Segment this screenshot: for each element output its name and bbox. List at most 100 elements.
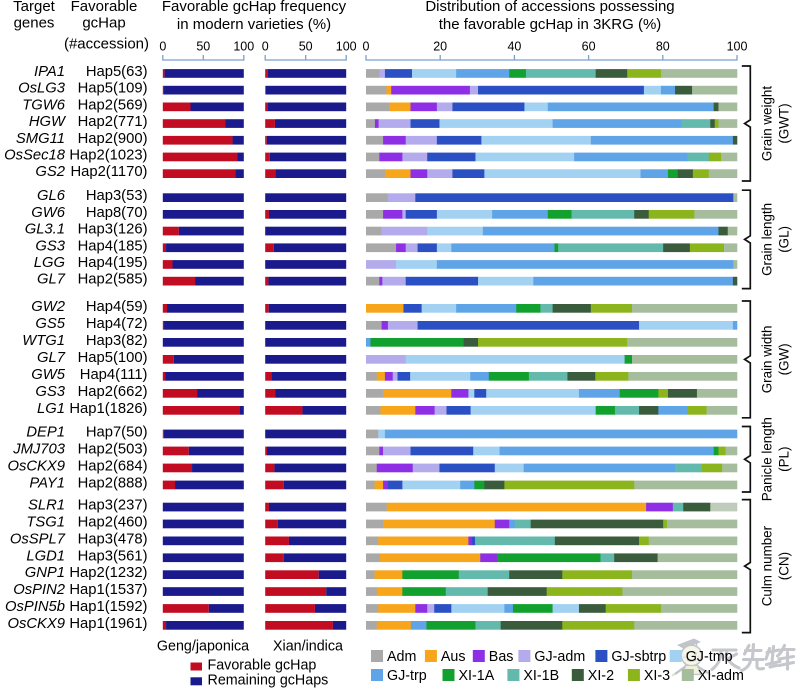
svg-text:50: 50 xyxy=(196,40,210,54)
svg-text:Hap3(53): Hap3(53) xyxy=(86,188,148,204)
svg-text:XI-1B: XI-1B xyxy=(523,668,559,684)
svg-text:100: 100 xyxy=(336,40,357,54)
svg-text:Favorable gcHap frequency: Favorable gcHap frequency xyxy=(162,0,347,15)
svg-text:(GW): (GW) xyxy=(777,343,792,375)
svg-text:Hap8(70): Hap8(70) xyxy=(86,205,148,221)
svg-text:GL7: GL7 xyxy=(37,272,66,288)
svg-text:Hap2(569): Hap2(569) xyxy=(78,97,148,113)
svg-text:Panicle length: Panicle length xyxy=(760,417,775,501)
svg-text:Favorable gcHap: Favorable gcHap xyxy=(208,658,317,674)
svg-text:Hap5(100): Hap5(100) xyxy=(78,350,148,366)
svg-text:OsCKX9: OsCKX9 xyxy=(7,459,65,475)
svg-text:(#accession): (#accession) xyxy=(64,36,149,53)
svg-text:80: 80 xyxy=(656,40,670,54)
svg-text:Distribution of accessions pos: Distribution of accessions possessing xyxy=(425,0,674,15)
svg-text:Hap1(1961): Hap1(1961) xyxy=(69,616,147,632)
svg-text:40: 40 xyxy=(507,40,521,54)
svg-text:Grain length: Grain length xyxy=(760,203,775,276)
svg-text:Hap2(585): Hap2(585) xyxy=(78,272,148,288)
svg-text:DEP1: DEP1 xyxy=(26,425,65,441)
svg-text:100: 100 xyxy=(727,40,748,54)
svg-text:Hap4(185): Hap4(185) xyxy=(78,238,148,254)
svg-text:Grain weight: Grain weight xyxy=(760,86,775,161)
svg-text:JMJ703: JMJ703 xyxy=(12,442,66,458)
svg-text:Hap2(662): Hap2(662) xyxy=(78,384,148,400)
svg-text:LG1: LG1 xyxy=(37,401,65,417)
svg-text:Hap2(1023): Hap2(1023) xyxy=(69,148,147,164)
svg-text:GJ-trp: GJ-trp xyxy=(387,668,427,684)
svg-text:GW2: GW2 xyxy=(31,299,65,315)
svg-text:LGD1: LGD1 xyxy=(26,548,65,564)
svg-text:Hap2(900): Hap2(900) xyxy=(78,131,148,147)
svg-text:100: 100 xyxy=(233,40,254,54)
svg-text:TSG1: TSG1 xyxy=(26,515,65,531)
svg-text:Hap2(684): Hap2(684) xyxy=(78,459,148,475)
svg-text:GW5: GW5 xyxy=(31,367,65,383)
svg-text:the favorable gcHap in 3KRG (%: the favorable gcHap in 3KRG (%) xyxy=(439,16,662,33)
svg-text:OsPIN5b: OsPIN5b xyxy=(5,599,65,615)
svg-text:SMG11: SMG11 xyxy=(16,131,65,147)
svg-text:(CN): (CN) xyxy=(777,552,792,580)
svg-text:GNP1: GNP1 xyxy=(25,565,65,581)
svg-text:SLR1: SLR1 xyxy=(28,498,65,514)
svg-text:Hap2(1232): Hap2(1232) xyxy=(69,565,147,581)
svg-text:gcHap: gcHap xyxy=(82,15,125,32)
svg-text:OsPIN2: OsPIN2 xyxy=(13,582,66,598)
svg-text:Hap4(59): Hap4(59) xyxy=(86,299,148,315)
svg-text:Bas: Bas xyxy=(489,649,514,665)
svg-text:GS3: GS3 xyxy=(35,238,65,254)
svg-text:Hap3(237): Hap3(237) xyxy=(78,498,148,514)
svg-text:Culm number: Culm number xyxy=(760,525,775,606)
svg-text:Target: Target xyxy=(13,0,56,15)
svg-text:WTG1: WTG1 xyxy=(22,333,65,349)
svg-text:Hap4(72): Hap4(72) xyxy=(86,316,148,332)
svg-text:Hap5(63): Hap5(63) xyxy=(86,64,148,80)
svg-text:XI-2: XI-2 xyxy=(588,668,614,684)
svg-text:OsSec18: OsSec18 xyxy=(4,148,66,164)
svg-text:Aus: Aus xyxy=(441,649,466,665)
svg-text:LGG: LGG xyxy=(34,255,65,271)
svg-text:XI-1A: XI-1A xyxy=(459,668,495,684)
svg-text:Hap3(126): Hap3(126) xyxy=(78,222,148,238)
svg-text:Grain width: Grain width xyxy=(760,326,775,394)
svg-text:Hap2(503): Hap2(503) xyxy=(78,442,148,458)
svg-text:GJ-sbtrp: GJ-sbtrp xyxy=(611,649,666,665)
svg-text:Hap3(82): Hap3(82) xyxy=(86,333,148,349)
svg-text:60: 60 xyxy=(582,40,596,54)
svg-text:Hap1(1826): Hap1(1826) xyxy=(69,401,147,417)
svg-text:GL7: GL7 xyxy=(37,350,66,366)
svg-text:GL3.1: GL3.1 xyxy=(25,222,65,238)
svg-text:0: 0 xyxy=(159,40,166,54)
svg-text:Hap2(888): Hap2(888) xyxy=(78,476,148,492)
svg-text:GJ-adm: GJ-adm xyxy=(534,649,585,665)
svg-text:Xian/indica: Xian/indica xyxy=(273,639,343,655)
svg-text:Hap3(561): Hap3(561) xyxy=(78,548,148,564)
svg-text:Hap4(195): Hap4(195) xyxy=(78,255,148,271)
svg-text:in modern varieties (%): in modern varieties (%) xyxy=(177,16,331,33)
svg-text:Adm: Adm xyxy=(387,649,416,665)
svg-text:0: 0 xyxy=(262,40,269,54)
svg-text:TGW6: TGW6 xyxy=(22,97,66,113)
svg-text:Hap2(460): Hap2(460) xyxy=(78,515,148,531)
svg-text:Hap1(1537): Hap1(1537) xyxy=(69,582,147,598)
svg-text:HGW: HGW xyxy=(29,114,67,130)
svg-text:XI-adm: XI-adm xyxy=(698,668,744,684)
svg-text:(GL): (GL) xyxy=(777,226,792,253)
svg-text:GW6: GW6 xyxy=(31,205,65,221)
svg-text:OsSPL7: OsSPL7 xyxy=(10,531,66,547)
svg-text:OsLG3: OsLG3 xyxy=(18,81,66,97)
svg-text:OsCKX9: OsCKX9 xyxy=(7,616,65,632)
svg-text:genes: genes xyxy=(14,15,55,32)
svg-text:50: 50 xyxy=(299,40,313,54)
svg-text:IPA1: IPA1 xyxy=(34,64,65,80)
svg-text:(GWT): (GWT) xyxy=(777,103,792,143)
svg-text:Hap2(1170): Hap2(1170) xyxy=(70,164,147,180)
svg-text:GS3: GS3 xyxy=(35,384,65,400)
svg-text:GS2: GS2 xyxy=(35,164,65,180)
svg-text:20: 20 xyxy=(433,40,447,54)
svg-text:Hap3(478): Hap3(478) xyxy=(78,531,148,547)
svg-text:PAY1: PAY1 xyxy=(29,476,65,492)
svg-text:GS5: GS5 xyxy=(35,316,65,332)
svg-text:Hap4(111): Hap4(111) xyxy=(80,367,148,383)
svg-text:Favorable: Favorable xyxy=(71,0,138,15)
